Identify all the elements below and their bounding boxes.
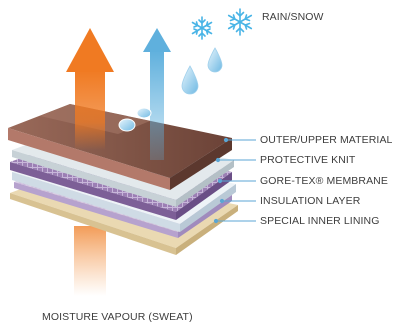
- label-outer-material: OUTER/UPPER MATERIAL: [260, 134, 393, 146]
- label-insulation: INSULATION LAYER: [260, 195, 360, 207]
- label-membrane: GORE-TEX® MEMBRANE: [260, 175, 388, 187]
- label-protective-knit: PROTECTIVE KNIT: [260, 154, 355, 166]
- raindrop-icon: [182, 48, 222, 94]
- vapour-arrow-tail: [74, 226, 106, 296]
- label-inner-lining: SPECIAL INNER LINING: [260, 215, 379, 227]
- snowflake-icon: [193, 9, 252, 39]
- label-moisture-vapour: MOISTURE VAPOUR (SWEAT): [42, 311, 193, 323]
- label-rain-snow: RAIN/SNOW: [262, 11, 324, 23]
